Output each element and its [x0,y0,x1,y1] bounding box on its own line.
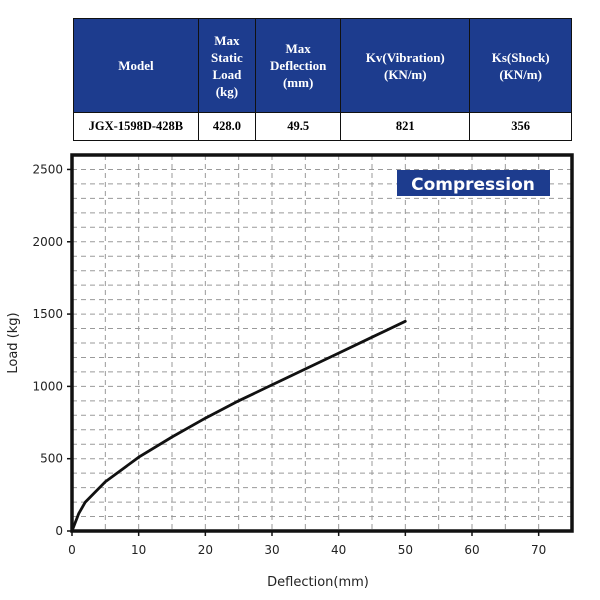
x-tick-label: 70 [531,543,546,557]
compression-curve [70,319,407,533]
cell-max-static-load: 428.0 [197,112,257,141]
annotation-badge [397,170,550,196]
cell-ks-shock: 356 [469,112,572,141]
chart-grid [72,155,572,531]
x-tick-label: 10 [131,543,146,557]
y-axis-ticks: 0 500 1000 1500 2000 2500 [32,162,72,538]
x-axis-ticks: 0 10 20 30 40 50 60 70 [68,531,546,557]
annotation-compression: Compression [411,175,535,195]
y-tick-label: 0 [55,524,63,538]
cell-kv-vibration: 821 [340,112,471,141]
x-tick-label: 50 [398,543,413,557]
x-axis-label: Deflection(mm) [267,575,369,590]
header-ks-shock: Ks(Shock) (KN/m) [469,18,572,113]
header-kv-vibration: Kv(Vibration) (KN/m) [340,18,471,113]
spec-table: Model Max Static Load (kg) Max Deflectio… [73,18,572,141]
plot-frame [70,153,574,533]
x-tick-label: 20 [198,543,213,557]
x-tick-label: 30 [264,543,279,557]
x-tick-label: 60 [464,543,479,557]
spec-table-row: JGX-1598D-428B 428.0 49.5 821 356 [73,112,572,141]
y-tick-label: 2000 [32,235,63,249]
header-max-static-load: Max Static Load (kg) [197,18,257,113]
y-tick-label: 1500 [32,307,63,321]
header-max-deflection: Max Deflection (mm) [254,18,342,113]
x-tick-label: 40 [331,543,346,557]
y-axis-label: Load (kg) [6,312,21,373]
x-tick-label: 0 [68,543,76,557]
cell-max-deflection: 49.5 [254,112,342,141]
header-model: Model [73,18,199,113]
spec-table-header-row: Model Max Static Load (kg) Max Deflectio… [73,18,572,113]
y-tick-label: 1000 [32,379,63,393]
y-tick-label: 2500 [32,162,63,176]
y-tick-label: 500 [40,452,63,466]
